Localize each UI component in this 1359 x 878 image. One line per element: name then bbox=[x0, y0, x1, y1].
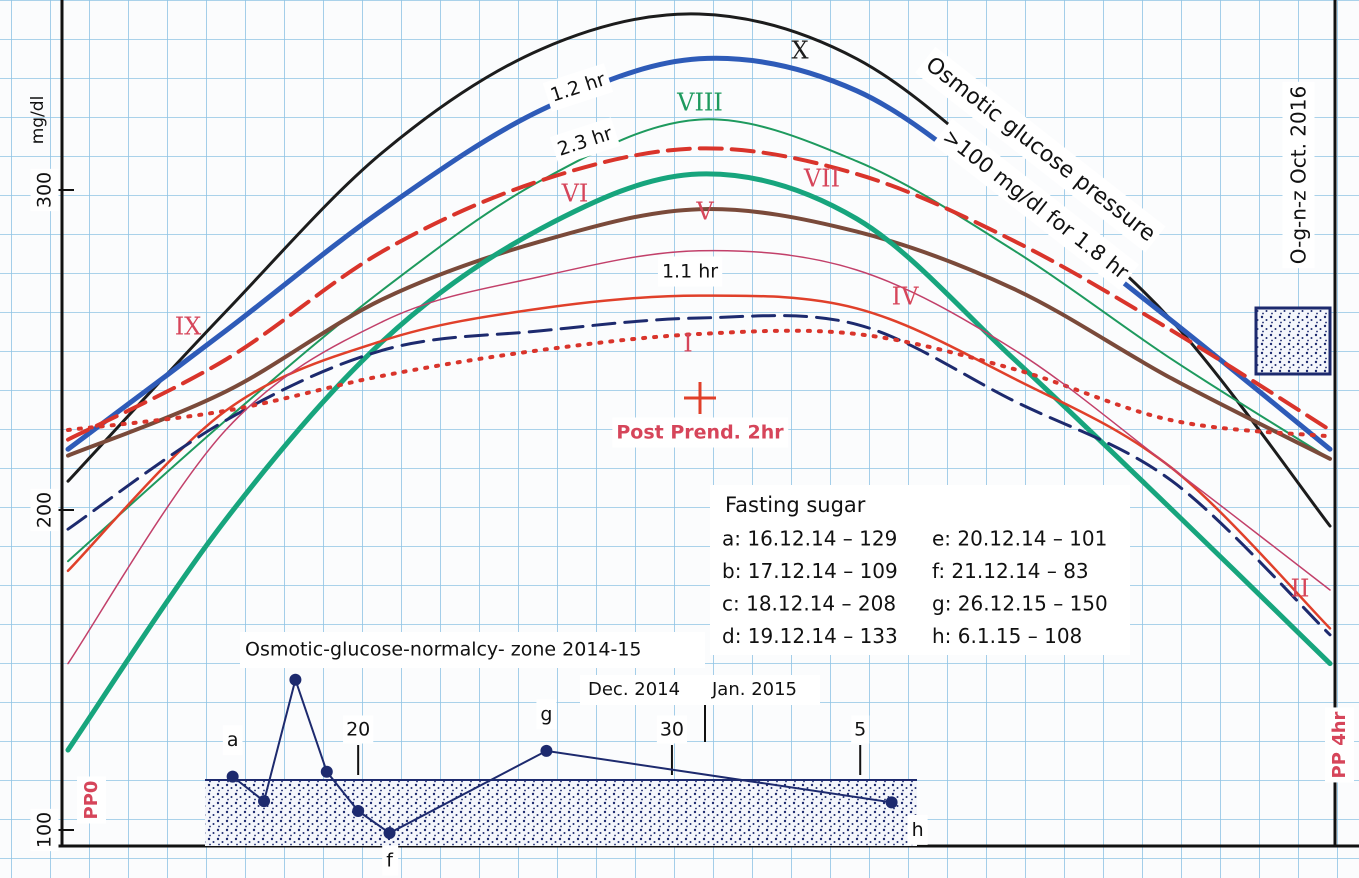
y-tick-label-group: 100 bbox=[31, 809, 59, 851]
month-label: Dec. 2014 bbox=[588, 679, 680, 700]
x-tick-label: PP0 bbox=[81, 781, 102, 820]
y-tick-label-group: 300 bbox=[31, 169, 59, 211]
x-tick-label: 20 bbox=[346, 719, 370, 741]
y-axis-label: mg/dl bbox=[28, 96, 48, 145]
fasting-point bbox=[886, 796, 898, 808]
fasting-point bbox=[352, 805, 364, 817]
table-cell: a: 16.12.14 – 129 bbox=[722, 527, 897, 551]
annotation-group: O-g-n-z Oct. 2016 bbox=[1283, 82, 1315, 268]
curve-label: I bbox=[683, 330, 692, 358]
x-tick-label: 30 bbox=[660, 719, 684, 741]
x-tick-label-group: 30 bbox=[657, 716, 687, 744]
month-label: Jan. 2015 bbox=[711, 679, 797, 700]
point-label: g bbox=[540, 703, 552, 725]
x-tick-label-group: 5 bbox=[851, 716, 869, 744]
fasting-point bbox=[384, 827, 396, 839]
x-tick-label-group: 20 bbox=[343, 716, 373, 744]
y-tick-label-group: 200 bbox=[31, 489, 59, 531]
zone-title: Osmotic-glucose-normalcy- zone 2014-15 bbox=[245, 639, 642, 661]
curve-label: VIII bbox=[676, 89, 723, 117]
curve-label: IV bbox=[892, 283, 919, 311]
table-cell: e: 20.12.14 – 101 bbox=[932, 527, 1107, 551]
fasting-point bbox=[227, 771, 239, 783]
y-tick-label: 300 bbox=[34, 172, 56, 208]
fasting-point bbox=[258, 795, 270, 807]
point-label: h bbox=[912, 819, 924, 841]
x-tick-label: 5 bbox=[854, 719, 866, 741]
curve-label: X bbox=[791, 37, 808, 65]
table-cell: f: 21.12.14 – 83 bbox=[932, 559, 1089, 583]
y-tick-label: 200 bbox=[34, 492, 56, 528]
curve-label: V bbox=[695, 198, 714, 226]
x-tick-label: Post Prend. 2hr bbox=[616, 422, 784, 444]
fasting-point bbox=[321, 766, 333, 778]
fasting-point bbox=[540, 745, 552, 757]
table-cell: b: 17.12.14 – 109 bbox=[722, 559, 898, 583]
point-label-group: h bbox=[908, 815, 928, 845]
legend-swatch bbox=[1256, 308, 1330, 374]
point-label-group: a bbox=[223, 725, 243, 755]
curve-label: VI bbox=[561, 180, 589, 208]
annotation: 1.1 hr bbox=[662, 261, 718, 283]
annotation: O-g-n-z Oct. 2016 bbox=[1287, 86, 1311, 264]
table-cell: g: 26.12.15 – 150 bbox=[932, 592, 1108, 616]
table-cell: c: 18.12.14 – 208 bbox=[722, 592, 896, 616]
x-tick-label-group: Post Prend. 2hr bbox=[612, 418, 788, 448]
curve-label: VII bbox=[803, 165, 840, 193]
table-title: Fasting sugar bbox=[725, 493, 866, 517]
point-label-group: g bbox=[536, 699, 556, 729]
point-label-group: f bbox=[382, 846, 398, 876]
x-tick-label-group: PP0 bbox=[77, 777, 106, 824]
x-tick-label: PP 4hr bbox=[1329, 711, 1350, 778]
annotation-group: 1.1 hr bbox=[658, 257, 722, 287]
table-cell: d: 19.12.14 – 133 bbox=[722, 624, 898, 648]
fasting-point bbox=[289, 674, 301, 686]
y-tick-label: 100 bbox=[34, 812, 56, 848]
curve-label: IX bbox=[175, 313, 202, 341]
point-label: a bbox=[227, 729, 239, 751]
table-cell: h: 6.1.15 – 108 bbox=[932, 624, 1082, 648]
x-tick-label-group: PP 4hr bbox=[1325, 707, 1354, 782]
chart: Fasting sugar Osmotic-glucose-normalcy- … bbox=[0, 0, 1359, 878]
curve-label: II bbox=[1291, 575, 1310, 603]
